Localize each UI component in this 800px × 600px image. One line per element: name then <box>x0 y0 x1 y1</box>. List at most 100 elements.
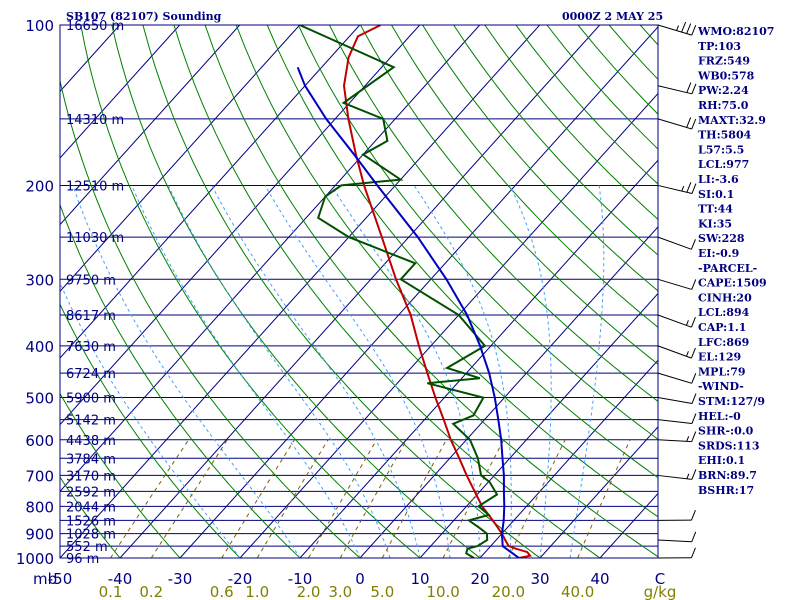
mixing-ratio-line <box>256 439 329 558</box>
dry-adiabat-line <box>297 25 658 440</box>
wind-barb-half <box>676 25 680 31</box>
dry-adiabat-line <box>235 25 658 518</box>
pressure-tick-label: 100 <box>25 17 54 35</box>
pressure-tick-label: 800 <box>25 498 54 516</box>
wind-barb-staff <box>657 397 693 405</box>
index-item: STM:127/9 <box>698 395 765 408</box>
index-item: WMO:82107 <box>697 25 774 38</box>
mixing-ratio-line <box>339 439 408 558</box>
pressure-unit-label: mb <box>33 570 57 588</box>
mixing-ratio-line <box>221 439 295 558</box>
wind-barb <box>657 547 696 559</box>
isotherm-line <box>60 25 541 558</box>
dry-adiabat-line <box>422 25 658 292</box>
wind-barb-flag <box>690 239 696 250</box>
index-item: EL:129 <box>698 351 741 364</box>
isotherm-line <box>60 25 481 493</box>
index-item: CAPE:1509 <box>698 277 767 290</box>
height-label: 7630 m <box>66 340 116 355</box>
wind-barb-flag <box>686 182 692 193</box>
index-item: -PARCEL- <box>698 262 757 275</box>
index-item: CINH:20 <box>698 291 752 304</box>
mixing-ratio-label: 5.0 <box>370 583 394 600</box>
height-label: 14310 m <box>66 113 124 128</box>
mixing-ratio-line <box>577 439 631 558</box>
wind-barb <box>657 236 696 250</box>
wind-barb <box>657 314 696 328</box>
height-label: 3784 m <box>66 452 116 467</box>
wind-barbs <box>657 21 697 559</box>
isotherm-line <box>539 426 658 558</box>
isotherm-line <box>60 25 421 426</box>
wind-barb-flag <box>686 82 692 93</box>
temperature-tick-label: -10 <box>288 570 313 588</box>
height-label: 6724 m <box>66 367 116 382</box>
height-label: 11030 m <box>66 231 124 246</box>
wind-barb-flag <box>690 547 696 558</box>
moist-adiabat-line <box>167 185 391 558</box>
height-label: 5142 m <box>66 414 116 429</box>
mixing-ratio-label: 1.0 <box>245 583 269 600</box>
dry-adiabat-line <box>60 303 241 558</box>
wind-barb-flag <box>691 531 697 542</box>
mixing-ratio-label: 10.0 <box>426 583 459 600</box>
wind-barb-staff <box>657 236 692 250</box>
index-item: LI:-3.6 <box>698 173 739 186</box>
height-label: 2592 m <box>66 485 116 500</box>
wind-barb <box>657 21 697 36</box>
mixing-ratio-label: 0.6 <box>210 583 234 600</box>
mixing-ratio-line <box>110 439 190 558</box>
wind-barb <box>657 372 697 384</box>
isotherm-line <box>60 25 301 293</box>
wind-barb-staff <box>657 474 692 480</box>
index-item: EI:-0.9 <box>698 247 739 260</box>
wind-barb-flag <box>691 431 697 442</box>
station-title: SB107 (82107) Sounding <box>66 10 222 23</box>
index-item: FRZ:549 <box>698 55 750 68</box>
wind-barb-staff <box>657 24 692 36</box>
dry-adiabat-line <box>173 25 601 558</box>
dry-adiabat-line <box>360 25 658 365</box>
wind-barb-flag <box>691 373 697 384</box>
temperature-profile-line <box>342 25 532 558</box>
pressure-tick-label: 200 <box>25 177 54 195</box>
wind-barb <box>657 82 697 95</box>
index-item: EHI:0.1 <box>698 454 745 467</box>
height-label: 2044 m <box>66 500 116 515</box>
index-item: CAP:1.1 <box>698 321 746 334</box>
wind-barb-flag <box>690 509 696 521</box>
moist-adiabat-line <box>60 281 241 558</box>
moist-adiabat-line <box>131 185 361 558</box>
dry-adiabat-line <box>60 476 121 558</box>
plot-frame <box>59 24 659 559</box>
isotherm-line <box>60 25 181 159</box>
temperature-tick-label: 0 <box>355 570 365 588</box>
mixing-ratio-line <box>308 439 378 558</box>
index-item: TT:44 <box>698 203 733 216</box>
wind-barb-half <box>685 351 689 357</box>
height-label: 552 m <box>66 540 108 555</box>
mixing-ratio-line <box>150 439 228 558</box>
wind-barb-staff <box>657 278 692 290</box>
wind-barb <box>657 117 697 130</box>
index-item: PW:2.24 <box>698 84 749 97</box>
pressure-tick-label: 1000 <box>16 550 54 568</box>
wind-barb-flag <box>691 279 697 290</box>
temperature-tick-label: 10 <box>410 570 429 588</box>
wind-barb <box>657 413 697 425</box>
index-item: KI:35 <box>698 217 732 230</box>
isotherm-line <box>359 226 658 558</box>
index-item: WB0:578 <box>697 69 755 82</box>
wind-barb-staff <box>657 372 692 384</box>
wind-barb-flag <box>691 83 697 94</box>
index-item: LFC:869 <box>698 336 749 349</box>
height-label: 1028 m <box>66 528 116 543</box>
wind-barb <box>657 531 697 543</box>
mixing-ratio-label: 3.0 <box>328 583 352 600</box>
dry-adiabat-line <box>60 78 361 558</box>
index-item: SW:228 <box>698 232 745 245</box>
height-label: 12510 m <box>66 179 124 194</box>
isotherm-line <box>419 292 658 558</box>
